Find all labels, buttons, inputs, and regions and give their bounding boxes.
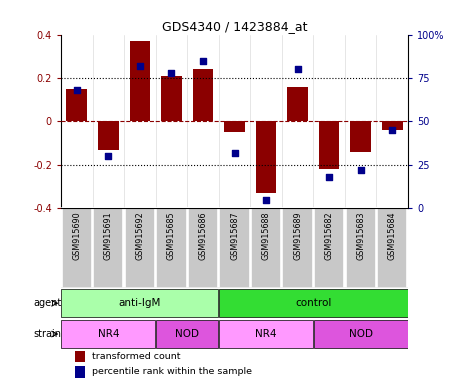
- Text: control: control: [295, 298, 332, 308]
- Bar: [256, 121, 276, 193]
- Text: NOD: NOD: [349, 329, 373, 339]
- Point: [136, 63, 144, 69]
- Bar: [188, 208, 218, 288]
- Bar: [193, 69, 213, 121]
- Title: GDS4340 / 1423884_at: GDS4340 / 1423884_at: [162, 20, 307, 33]
- Text: GSM915685: GSM915685: [167, 212, 176, 260]
- Bar: [75, 366, 85, 378]
- Bar: [156, 208, 187, 288]
- Bar: [125, 208, 155, 288]
- Bar: [156, 320, 219, 348]
- Bar: [382, 121, 402, 130]
- Bar: [314, 208, 344, 288]
- Point: [325, 174, 333, 180]
- Text: GSM915689: GSM915689: [293, 212, 302, 260]
- Text: GSM915688: GSM915688: [262, 212, 271, 260]
- Text: agent: agent: [33, 298, 61, 308]
- Bar: [161, 76, 182, 121]
- Point: [262, 197, 270, 203]
- Point: [73, 87, 81, 93]
- Text: GSM915687: GSM915687: [230, 212, 239, 260]
- Bar: [314, 320, 408, 348]
- Text: percentile rank within the sample: percentile rank within the sample: [92, 367, 252, 376]
- Bar: [287, 87, 308, 121]
- Text: GSM915684: GSM915684: [388, 212, 397, 260]
- Point: [388, 127, 396, 133]
- Text: GSM915691: GSM915691: [104, 212, 113, 260]
- Bar: [98, 121, 119, 150]
- Bar: [61, 320, 155, 348]
- Bar: [61, 290, 219, 317]
- Point: [357, 167, 364, 173]
- Text: GSM915682: GSM915682: [325, 212, 333, 260]
- Bar: [129, 41, 150, 121]
- Text: NR4: NR4: [98, 329, 119, 339]
- Text: GSM915692: GSM915692: [136, 212, 144, 260]
- Point: [294, 66, 302, 72]
- Bar: [319, 121, 340, 169]
- Bar: [75, 351, 85, 362]
- Text: NOD: NOD: [175, 329, 199, 339]
- Text: GSM915683: GSM915683: [356, 212, 365, 260]
- Text: GSM915690: GSM915690: [72, 212, 81, 260]
- Bar: [219, 290, 408, 317]
- Bar: [282, 208, 313, 288]
- Point: [105, 153, 112, 159]
- Point: [199, 58, 207, 64]
- Bar: [346, 208, 376, 288]
- Bar: [377, 208, 408, 288]
- Text: NR4: NR4: [255, 329, 277, 339]
- Bar: [224, 121, 245, 132]
- Bar: [67, 89, 87, 121]
- Text: strain: strain: [33, 329, 61, 339]
- Bar: [93, 208, 123, 288]
- Point: [231, 150, 238, 156]
- Text: anti-IgM: anti-IgM: [119, 298, 161, 308]
- Text: transformed count: transformed count: [92, 352, 181, 361]
- Bar: [219, 320, 313, 348]
- Text: GSM915686: GSM915686: [198, 212, 207, 260]
- Bar: [251, 208, 281, 288]
- Bar: [350, 121, 371, 152]
- Point: [167, 70, 175, 76]
- Bar: [61, 208, 92, 288]
- Bar: [219, 208, 250, 288]
